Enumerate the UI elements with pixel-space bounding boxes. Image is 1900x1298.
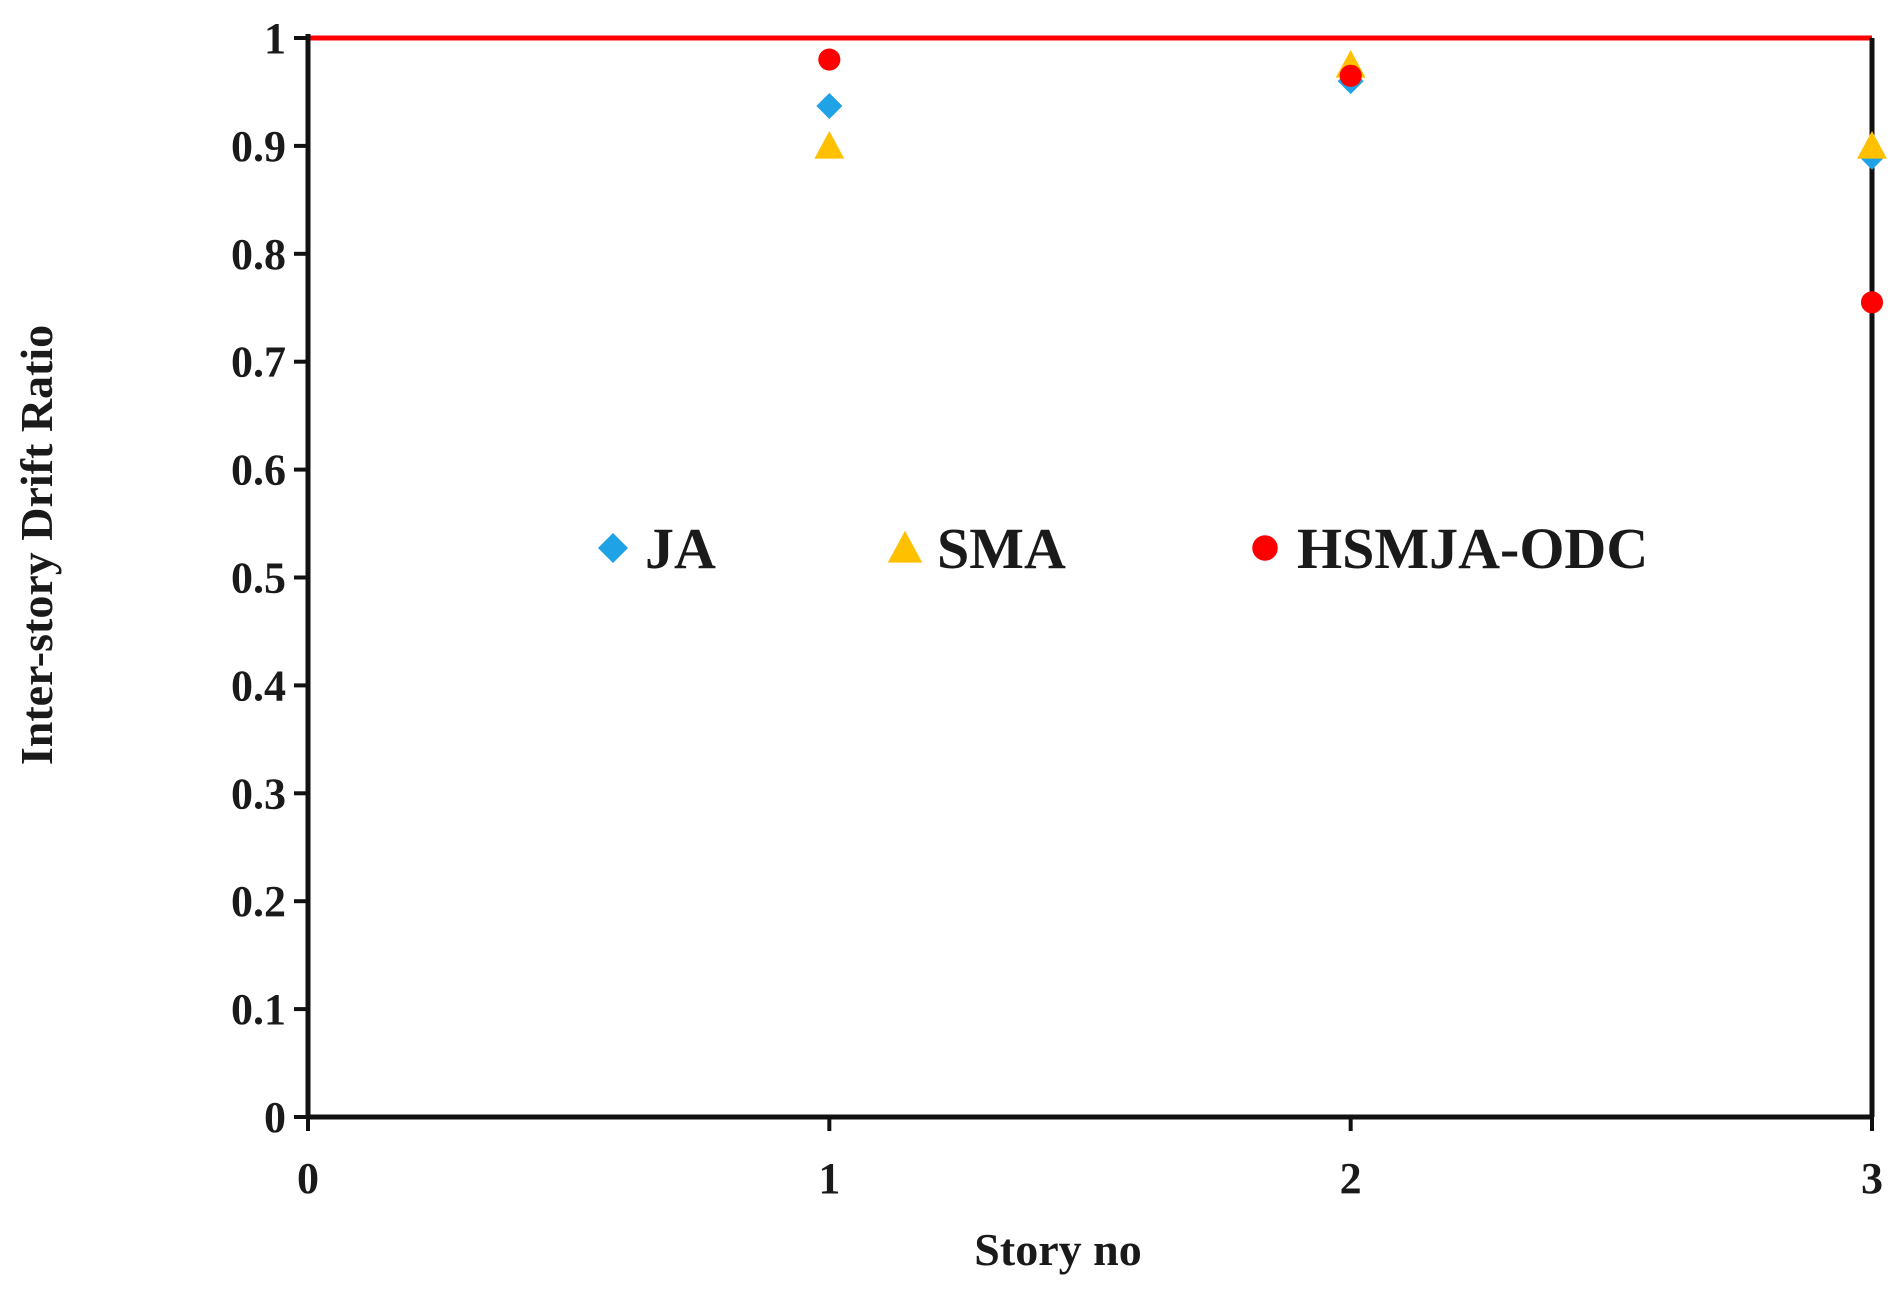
data-points (814, 48, 1887, 314)
point-ja (816, 92, 843, 119)
y-tick-label: 0 (264, 1093, 286, 1142)
x-tick-label: 2 (1340, 1154, 1362, 1203)
y-tick-label: 0.1 (231, 985, 286, 1034)
y-axis-ticks: 0 0.1 0.2 0.3 0.4 0.5 0.6 0.7 0.8 0.9 1 (231, 14, 308, 1142)
legend-marker-ja (598, 533, 628, 563)
point-hsmja-odc (1860, 291, 1884, 314)
x-tick-label: 3 (1861, 1154, 1883, 1203)
legend-label-ja: JA (645, 516, 716, 581)
legend: JA SMA HSMJA-ODC (598, 516, 1648, 581)
y-tick-label: 0.5 (231, 554, 286, 603)
y-tick-label: 0.9 (231, 122, 286, 171)
x-tick-label: 0 (297, 1154, 319, 1203)
x-tick-label: 1 (818, 1154, 840, 1203)
x-axis-title: Story no (974, 1224, 1141, 1275)
y-tick-label: 0.2 (231, 877, 286, 926)
y-tick-label: 0.3 (231, 769, 286, 818)
x-axis-ticks: 0 1 2 3 (297, 1117, 1883, 1203)
point-hsmja-odc (818, 48, 841, 71)
point-hsmja-odc (1339, 64, 1362, 87)
y-tick-label: 1 (264, 14, 286, 63)
point-sma (814, 130, 845, 159)
legend-label-sma: SMA (937, 516, 1066, 581)
legend-label-hsmja-odc: HSMJA-ODC (1297, 516, 1648, 581)
point-sma (1857, 130, 1887, 159)
y-tick-label: 0.6 (231, 446, 286, 495)
legend-marker-sma (887, 530, 923, 563)
legend-marker-hsmja-odc (1252, 535, 1278, 561)
y-tick-label: 0.8 (231, 230, 286, 279)
y-tick-label: 0.4 (231, 661, 286, 710)
y-axis-title: Inter-story Drift Ratio (11, 325, 62, 765)
y-tick-label: 0.7 (231, 338, 286, 387)
